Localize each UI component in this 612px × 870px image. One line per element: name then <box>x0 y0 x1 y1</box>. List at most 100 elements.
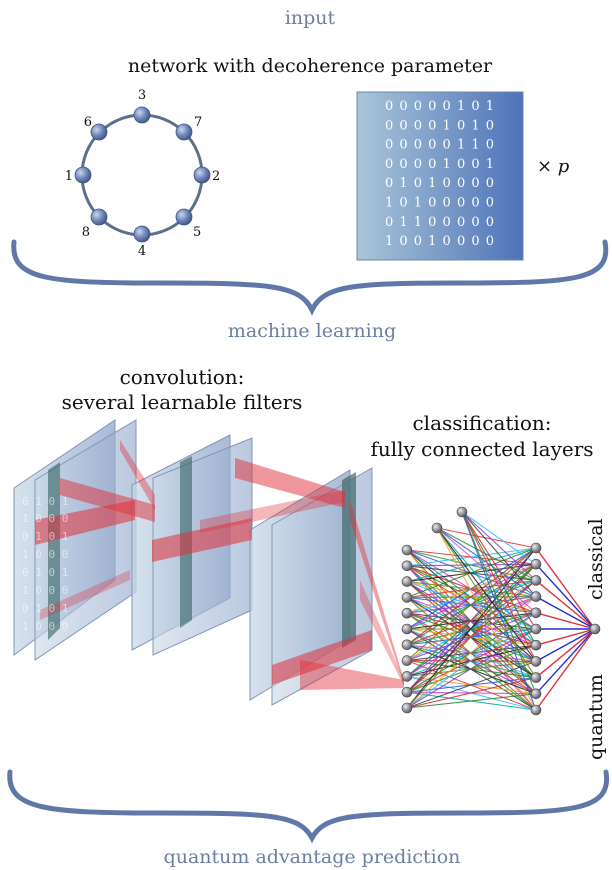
nn-input-node <box>401 686 413 698</box>
machine-learning-label: machine learning <box>228 320 396 342</box>
nn-edge <box>406 547 537 662</box>
filter-column-1 <box>48 462 60 640</box>
nn-input-node <box>401 623 413 635</box>
network-title: network with decoherence parameter <box>128 55 493 77</box>
nn-output-edge <box>535 628 596 663</box>
nn-edge <box>461 511 537 695</box>
nn-output-edge <box>535 579 596 630</box>
nn-edge <box>436 527 537 646</box>
graph-node-label: 3 <box>138 88 146 103</box>
filter-band-4 <box>152 518 252 562</box>
nn-edge <box>461 511 537 646</box>
matrix-row: 0 0 0 0 1 0 0 1 <box>385 157 495 172</box>
nn-edge <box>461 511 537 711</box>
filter-band-5 <box>235 458 345 508</box>
nn-hidden-node <box>530 558 542 570</box>
nn-hidden-node <box>530 623 542 635</box>
matrix-row: 0 1 1 0 0 0 0 0 <box>385 215 495 230</box>
prediction-label: quantum advantage prediction <box>164 846 461 868</box>
nn-input-node <box>401 592 413 603</box>
nn-output-edge <box>535 628 596 695</box>
nn-input-node <box>401 655 413 666</box>
graph-node-label: 7 <box>194 115 202 130</box>
convolution-heading: convolution: <box>120 365 245 389</box>
nn-output-edge <box>535 628 596 646</box>
filter-fan-2 <box>300 660 404 690</box>
filter-column-3 <box>342 472 356 648</box>
matrix-row: 0 0 0 0 0 1 1 0 <box>385 138 495 153</box>
nn-edge <box>461 511 537 565</box>
layer-texture: 0 1 0 1 <box>22 566 68 579</box>
nn-input-node <box>401 576 413 587</box>
nn-input-node <box>456 506 468 518</box>
graph-node <box>193 166 211 184</box>
nn-input-node <box>401 607 413 619</box>
nn-edge <box>406 693 537 709</box>
matrix-background <box>356 91 524 261</box>
nn-hidden-node <box>530 639 542 651</box>
nn-output-edge <box>535 628 596 711</box>
upper-brace <box>11 239 609 316</box>
nn-edge <box>406 596 537 709</box>
matrix-row: 0 0 0 0 1 0 1 0 <box>385 118 495 133</box>
nn-edge <box>436 527 537 581</box>
lower-brace <box>7 769 610 844</box>
output-quantum-label: quantum <box>585 674 607 760</box>
nn-input-node <box>401 560 413 572</box>
filter-fan-1 <box>350 500 404 685</box>
nn-edge <box>461 511 537 662</box>
fully-connected-network <box>401 506 601 716</box>
nn-hidden-node <box>530 656 542 667</box>
matrix-row: 1 0 1 0 0 0 0 0 <box>385 196 495 211</box>
graph-node-label: 5 <box>193 225 201 240</box>
graph-node-label: 4 <box>138 244 146 259</box>
graph-node <box>133 225 151 243</box>
graph-node <box>90 123 108 141</box>
nn-hidden-node <box>530 704 542 716</box>
decoherence-multiplier: × p <box>537 156 570 177</box>
nn-input-node <box>401 544 413 556</box>
layer-texture: 0 1 0 1 <box>22 530 68 543</box>
nn-output-edge <box>535 563 596 630</box>
nn-output-edge <box>535 595 596 630</box>
layer-texture: 1 0 0 0 <box>22 512 68 525</box>
graph-node <box>90 208 108 226</box>
nn-output-edge <box>535 612 596 630</box>
filter-fan-3 <box>360 580 404 686</box>
nn-edge <box>436 527 537 549</box>
graph-node <box>133 106 151 124</box>
nn-output-edge <box>535 547 596 630</box>
nn-edge <box>406 547 537 709</box>
graph-node <box>175 208 193 226</box>
nn-edge <box>406 563 537 709</box>
nn-edge <box>461 511 537 581</box>
filter-band-8 <box>272 630 372 685</box>
nn-edge <box>406 547 537 646</box>
layer-texture: 0 1 0 1 <box>22 602 68 615</box>
nn-edge <box>406 547 537 598</box>
nn-input-node <box>431 522 443 534</box>
matrix-row: 0 0 0 0 0 1 0 1 <box>385 99 495 114</box>
graph-node <box>175 123 193 141</box>
nn-edge <box>406 677 537 709</box>
layer-texture: 1 0 0 0 <box>22 584 68 597</box>
nn-output-node <box>589 623 601 635</box>
filter-band-3 <box>120 440 155 510</box>
nn-hidden-node <box>530 591 542 602</box>
matrix-row: 1 0 0 1 0 0 0 0 <box>385 234 495 249</box>
graph-node <box>74 166 92 184</box>
convolution-subheading: several learnable filters <box>62 390 303 414</box>
adjacency-matrix: 0 0 0 0 0 1 0 1 0 0 0 0 1 0 1 0 0 0 0 0 0 … <box>356 91 524 261</box>
nn-hidden-node <box>530 607 542 619</box>
nn-input-node <box>401 639 413 651</box>
nn-hidden-node <box>530 575 542 586</box>
graph-node-label: 6 <box>84 115 92 130</box>
nn-hidden-node <box>530 542 542 554</box>
graph-node-label: 1 <box>65 169 73 184</box>
nn-edge <box>406 547 537 583</box>
nn-edge <box>436 527 537 662</box>
nn-edge <box>406 547 537 630</box>
filter-band-2 <box>60 478 155 522</box>
layer-texture: 1 0 0 0 <box>22 548 68 561</box>
